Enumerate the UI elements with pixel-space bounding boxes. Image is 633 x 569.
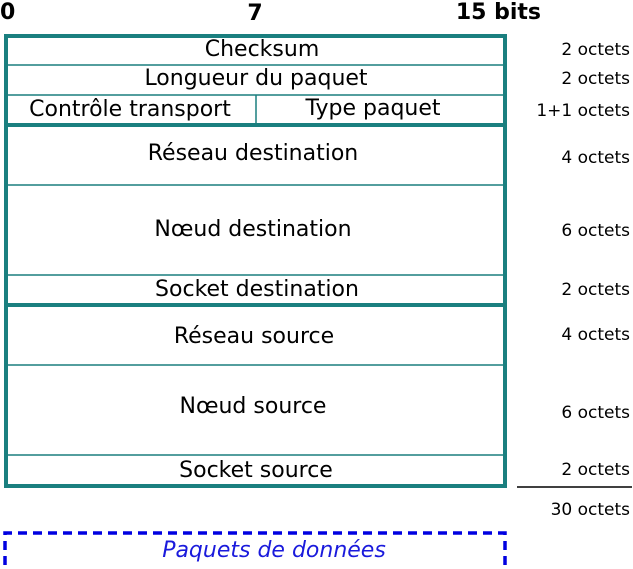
field-label: Socket source — [179, 458, 333, 483]
field-label: Réseau source — [174, 324, 334, 349]
field-size: 2 octets — [561, 69, 630, 89]
field-size: 1+1 octets — [536, 101, 630, 121]
field-size: 6 octets — [561, 221, 630, 241]
bit-label: 0 — [0, 0, 15, 25]
field-size: 4 octets — [561, 148, 630, 168]
bit-label: 7 — [247, 1, 262, 26]
field-lines — [4, 34, 507, 488]
field-label: Checksum — [205, 37, 320, 62]
field-size: 6 octets — [561, 403, 630, 423]
field-label: Longueur du paquet — [144, 66, 367, 91]
field-size: 2 octets — [561, 280, 630, 300]
field-label: Nœud destination — [154, 217, 351, 242]
field-label: Type paquet — [304, 96, 440, 121]
field-size: 4 octets — [561, 325, 630, 345]
field-label: Contrôle transport — [29, 97, 231, 122]
field-label: Réseau destination — [148, 141, 359, 166]
total-size: 30 octets — [551, 500, 631, 520]
field-size: 2 octets — [561, 460, 630, 480]
payload-label: Paquets de données — [162, 538, 386, 563]
bit-label: 15 bits — [456, 0, 541, 25]
payload-box — [3, 531, 507, 565]
field-size: 2 octets — [561, 40, 630, 60]
field-label: Socket destination — [155, 277, 359, 302]
field-label: Nœud source — [180, 394, 327, 419]
